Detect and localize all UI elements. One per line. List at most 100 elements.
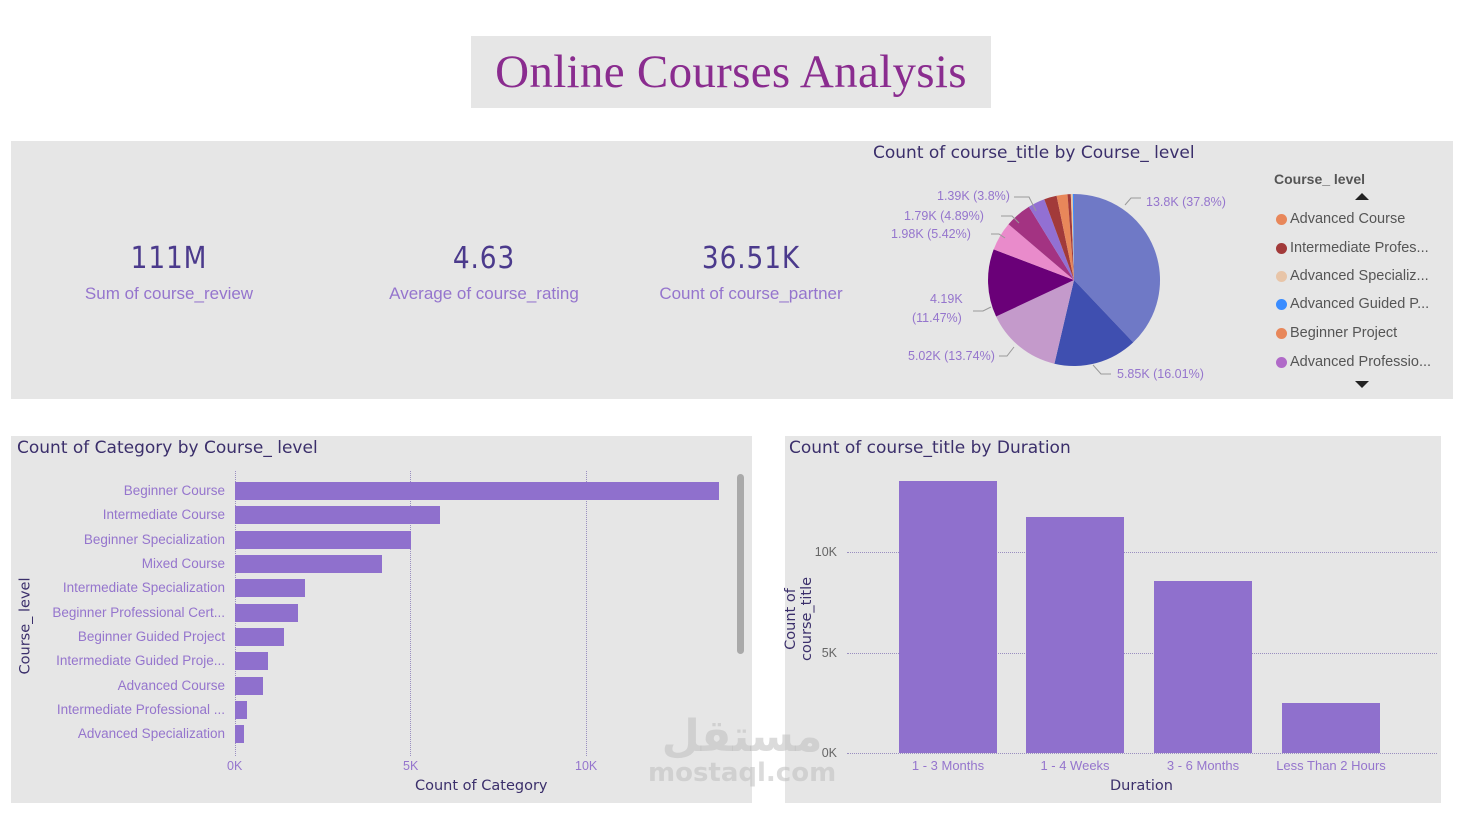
legend-scroll-up-icon[interactable] bbox=[1355, 193, 1369, 200]
bar-chart-panel: Count of Category by Course_ level Cours… bbox=[11, 436, 752, 803]
gridline bbox=[847, 753, 1437, 754]
pie-label: 1.98K (5.42%) bbox=[891, 227, 971, 241]
kpi-card-reviews[interactable]: 111M Sum of course_review bbox=[39, 241, 299, 304]
bar[interactable] bbox=[235, 725, 244, 743]
pie-label: 1.79K (4.89%) bbox=[904, 209, 984, 223]
category-label: Advanced Course bbox=[117, 678, 225, 693]
kpi-value: 111M bbox=[130, 241, 208, 276]
pie-leader-lines bbox=[973, 196, 1141, 375]
y-tick: 0K bbox=[821, 746, 837, 760]
pie-label: 1.39K (3.8%) bbox=[937, 189, 1010, 203]
legend-label: Intermediate Profes... bbox=[1290, 240, 1429, 256]
pie-slice-intermediate-course bbox=[1054, 280, 1134, 366]
legend-item[interactable]: Beginner Project bbox=[1276, 325, 1397, 341]
kpi-label: Average of course_rating bbox=[389, 284, 579, 303]
pie-label: (11.47%) bbox=[912, 311, 962, 325]
bar-chart-title: Count of Category by Course_ level bbox=[17, 438, 318, 458]
bar-chart-y-axis-title: Course_ level bbox=[17, 577, 34, 675]
kpi-label: Sum of course_review bbox=[84, 284, 254, 303]
legend-label: Advanced Professio... bbox=[1290, 354, 1432, 370]
x-tick: 10K bbox=[575, 759, 598, 773]
bar[interactable] bbox=[235, 652, 268, 670]
pie-label: 5.85K (16.01%) bbox=[1117, 367, 1204, 381]
category-label: Intermediate Course bbox=[102, 507, 225, 522]
bar[interactable] bbox=[235, 604, 298, 622]
pie-slice-beginner-specialization bbox=[996, 280, 1074, 364]
legend-label: Advanced Guided P... bbox=[1290, 296, 1430, 312]
x-tick: 3 - 6 Months bbox=[1166, 758, 1240, 773]
pie-slice-intermediate-professional bbox=[1067, 194, 1074, 280]
legend-item[interactable]: Advanced Specializ... bbox=[1276, 268, 1429, 284]
pie-slice-mixed-course bbox=[988, 249, 1074, 317]
kpi-value: 4.63 bbox=[452, 241, 516, 276]
category-label: Beginner Specialization bbox=[83, 532, 225, 547]
bar[interactable] bbox=[235, 531, 411, 549]
bar[interactable] bbox=[235, 555, 382, 573]
column-bar[interactable] bbox=[899, 481, 997, 753]
category-label: Advanced Specialization bbox=[77, 726, 225, 741]
legend-scroll-down-icon[interactable] bbox=[1355, 381, 1369, 388]
legend-dot-icon bbox=[1276, 242, 1287, 254]
legend-label: Beginner Project bbox=[1290, 325, 1398, 341]
bar[interactable] bbox=[235, 628, 284, 646]
bar-chart-x-axis-title: Count of Category bbox=[415, 778, 548, 794]
category-label: Mixed Course bbox=[141, 556, 225, 571]
kpi-card-partners[interactable]: 36.51K Count of course_partner bbox=[621, 241, 881, 304]
dashboard-title-box: Online Courses Analysis bbox=[471, 36, 991, 108]
legend-item[interactable]: Advanced Professio... bbox=[1276, 354, 1431, 370]
bar[interactable] bbox=[235, 677, 263, 695]
legend-dot-icon bbox=[1276, 356, 1287, 368]
legend-item[interactable]: Advanced Course bbox=[1276, 211, 1405, 227]
legend-item[interactable]: Intermediate Profes... bbox=[1276, 240, 1429, 256]
legend-dot-icon bbox=[1276, 270, 1287, 282]
x-tick: 5K bbox=[403, 759, 419, 773]
category-label: Beginner Guided Project bbox=[77, 629, 225, 644]
column-chart-title: Count of course_title by Duration bbox=[789, 438, 1071, 458]
category-label: Intermediate Guided Proje... bbox=[56, 653, 225, 668]
bar[interactable] bbox=[235, 482, 719, 500]
legend-title: Course_ level bbox=[1274, 171, 1366, 187]
scrollbar-thumb[interactable] bbox=[737, 474, 744, 654]
bar[interactable] bbox=[235, 579, 305, 597]
column-chart-x-axis-title: Duration bbox=[1110, 778, 1173, 794]
column-chart-y-axis-title: Count of course_title bbox=[783, 576, 815, 662]
legend-item[interactable]: Advanced Guided P... bbox=[1276, 296, 1429, 312]
column-bar[interactable] bbox=[1026, 517, 1124, 753]
pie-chart[interactable] bbox=[971, 177, 1161, 367]
pie-label: 5.02K (13.74%) bbox=[908, 349, 995, 363]
legend-dot-icon bbox=[1276, 213, 1287, 225]
column-bar[interactable] bbox=[1154, 581, 1252, 753]
x-tick: Less Than 2 Hours bbox=[1276, 758, 1386, 773]
pie-label: 13.8K (37.8%) bbox=[1146, 195, 1226, 209]
bar[interactable] bbox=[235, 506, 440, 524]
kpi-panel: 111M Sum of course_review 4.63 Average o… bbox=[11, 141, 1453, 399]
legend-dot-icon bbox=[1276, 327, 1287, 339]
y-tick: 5K bbox=[821, 646, 837, 660]
pie-slice-beginner-professional bbox=[1008, 206, 1074, 280]
pie-label: 4.19K bbox=[930, 292, 963, 306]
pie-slice-beginner-course bbox=[1074, 194, 1161, 343]
x-tick: 0K bbox=[227, 759, 243, 773]
gridline bbox=[847, 653, 1437, 654]
legend-label: Advanced Specializ... bbox=[1290, 268, 1429, 284]
pie-slice-intermediate-specialization bbox=[993, 224, 1074, 280]
column-bar[interactable] bbox=[1282, 703, 1380, 753]
kpi-value: 36.51K bbox=[701, 241, 801, 276]
category-label: Beginner Course bbox=[123, 483, 225, 498]
pie-slice-intermediate-guided-project bbox=[1044, 195, 1074, 280]
kpi-label: Count of course_partner bbox=[659, 284, 843, 303]
pie-slice-advanced-course bbox=[1056, 194, 1074, 280]
kpi-card-rating[interactable]: 4.63 Average of course_rating bbox=[354, 241, 614, 304]
column-chart-panel: Count of course_title by Duration Count … bbox=[783, 436, 1441, 803]
bar[interactable] bbox=[235, 701, 247, 719]
x-tick: 1 - 3 Months bbox=[911, 758, 985, 773]
category-label: Intermediate Professional ... bbox=[56, 702, 225, 717]
pie-slice-beginner-guided-project bbox=[1028, 199, 1074, 280]
x-tick: 1 - 4 Weeks bbox=[1040, 758, 1110, 773]
category-label: Beginner Professional Cert... bbox=[52, 605, 225, 620]
dashboard-title: Online Courses Analysis bbox=[495, 46, 967, 98]
category-label: Intermediate Specialization bbox=[62, 580, 225, 595]
watermark-arabic: مستقل bbox=[661, 711, 823, 762]
legend-dot-icon bbox=[1276, 298, 1287, 310]
watermark: مستقل mostaql.com bbox=[648, 711, 836, 788]
